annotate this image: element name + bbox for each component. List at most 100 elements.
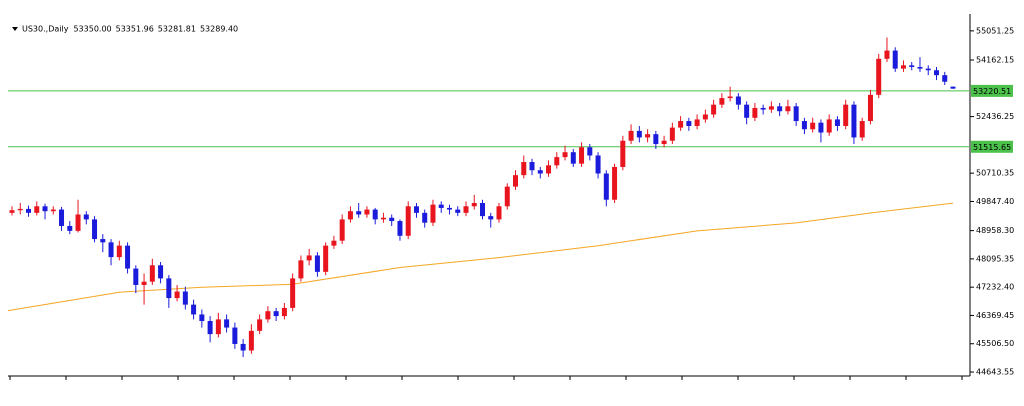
candle-body xyxy=(719,98,725,105)
candle-body xyxy=(793,106,799,122)
candle-body xyxy=(281,307,287,317)
candle-body xyxy=(34,206,40,213)
level-label: 53220.51 xyxy=(973,87,1011,96)
y-tick-label: 52436.25 xyxy=(976,112,1014,121)
candle-body xyxy=(215,319,221,335)
candle-body xyxy=(909,65,915,67)
candle-body xyxy=(942,75,948,82)
candle-body xyxy=(59,209,65,226)
candle-body xyxy=(513,175,519,187)
candle-body xyxy=(100,239,106,243)
candle-body xyxy=(446,207,452,210)
candle-body xyxy=(471,203,477,207)
candle-body xyxy=(356,211,362,215)
candle-body xyxy=(422,212,428,223)
candle-body xyxy=(925,68,931,71)
candle-body xyxy=(562,152,568,158)
candle-body xyxy=(199,314,205,322)
ma-extension xyxy=(7,309,13,312)
candle-body xyxy=(389,217,395,222)
y-tick-label: 50710.35 xyxy=(976,169,1014,178)
candle-body xyxy=(455,209,461,213)
candle-body xyxy=(785,106,791,112)
candle-body xyxy=(166,278,172,299)
candle-body xyxy=(818,122,824,133)
candle-body xyxy=(174,291,180,299)
candle-body xyxy=(554,157,560,166)
candle-body xyxy=(290,278,296,308)
candle-body xyxy=(314,255,320,272)
y-tick-label: 46369.45 xyxy=(976,311,1014,320)
ohlc-label: 53289.40 xyxy=(200,25,238,34)
candle-body xyxy=(521,162,527,176)
candle-body xyxy=(125,245,131,269)
candle-body xyxy=(488,216,494,220)
candle-body xyxy=(801,121,807,130)
y-tick-label: 55051.25 xyxy=(976,26,1014,35)
candle-body xyxy=(248,330,254,351)
candle-body xyxy=(752,107,758,118)
candle-body xyxy=(347,211,353,220)
candle-body xyxy=(603,173,609,200)
y-tick-label: 47232.40 xyxy=(976,283,1014,292)
candle-body xyxy=(26,208,32,213)
candle-body xyxy=(867,94,873,122)
candle-body xyxy=(257,319,263,331)
candle-body xyxy=(207,321,213,335)
candle-body xyxy=(744,104,750,118)
y-tick-label: 48958.30 xyxy=(976,226,1014,235)
candle-body xyxy=(595,155,601,174)
candle-body xyxy=(413,206,419,213)
candle-body xyxy=(628,130,634,141)
candle-body xyxy=(843,104,849,126)
candle-body xyxy=(438,204,444,208)
candle-body xyxy=(9,210,15,213)
candle-body xyxy=(364,209,370,215)
candle-body xyxy=(876,58,882,95)
candle-body xyxy=(933,70,939,76)
y-tick-label: 54162.15 xyxy=(976,56,1014,65)
candle-body xyxy=(240,343,246,351)
candle-body xyxy=(92,219,98,240)
candle-body xyxy=(859,121,865,138)
candle-body xyxy=(884,50,890,59)
y-tick-label: 44643.55 xyxy=(976,368,1014,377)
y-tick-label: 48095.35 xyxy=(976,254,1014,263)
candle-body xyxy=(83,214,89,220)
candle-body xyxy=(504,186,510,207)
candle-body xyxy=(116,245,122,258)
candle-body xyxy=(323,245,329,272)
candle-body xyxy=(372,209,378,220)
candle-body xyxy=(430,204,436,223)
candle-body xyxy=(529,162,535,171)
y-tick-label: 49847.40 xyxy=(976,197,1014,206)
candle-body xyxy=(777,106,783,112)
candle-body xyxy=(141,281,147,285)
candle-body xyxy=(331,240,337,246)
candle-body xyxy=(851,104,857,138)
ohlc-label: 53350.00 xyxy=(73,25,111,34)
candle-body xyxy=(711,104,717,115)
candle-body xyxy=(480,203,485,217)
candle-body xyxy=(339,219,345,241)
collapse-arrow xyxy=(12,27,18,31)
candle-body xyxy=(265,311,271,320)
candle-body xyxy=(149,265,155,282)
chart-title: US30.,Daily xyxy=(22,25,69,34)
candle-body xyxy=(900,65,906,69)
candle-body xyxy=(612,166,618,200)
candle-body xyxy=(397,221,403,236)
candle-body xyxy=(702,114,708,120)
candle-body xyxy=(405,206,411,236)
candle-body xyxy=(760,107,766,110)
candle-body xyxy=(546,165,552,174)
candle-body xyxy=(570,152,576,164)
candle-body xyxy=(50,209,56,212)
candle-body xyxy=(463,206,469,213)
candle-body xyxy=(735,96,741,105)
candle-body xyxy=(17,208,23,211)
chart-header: US30.,Daily xyxy=(22,25,69,34)
